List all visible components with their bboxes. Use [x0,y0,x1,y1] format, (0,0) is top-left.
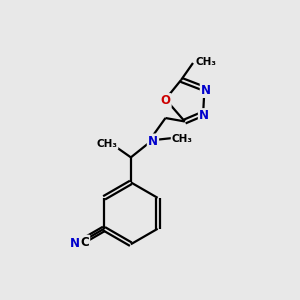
Text: CH₃: CH₃ [172,134,193,144]
Text: N: N [70,237,80,250]
Text: N: N [199,109,209,122]
Text: C: C [80,236,89,249]
Text: CH₃: CH₃ [96,139,117,149]
Text: O: O [160,94,170,107]
Text: N: N [148,135,158,148]
Text: CH₃: CH₃ [195,57,216,67]
Text: N: N [201,84,211,97]
